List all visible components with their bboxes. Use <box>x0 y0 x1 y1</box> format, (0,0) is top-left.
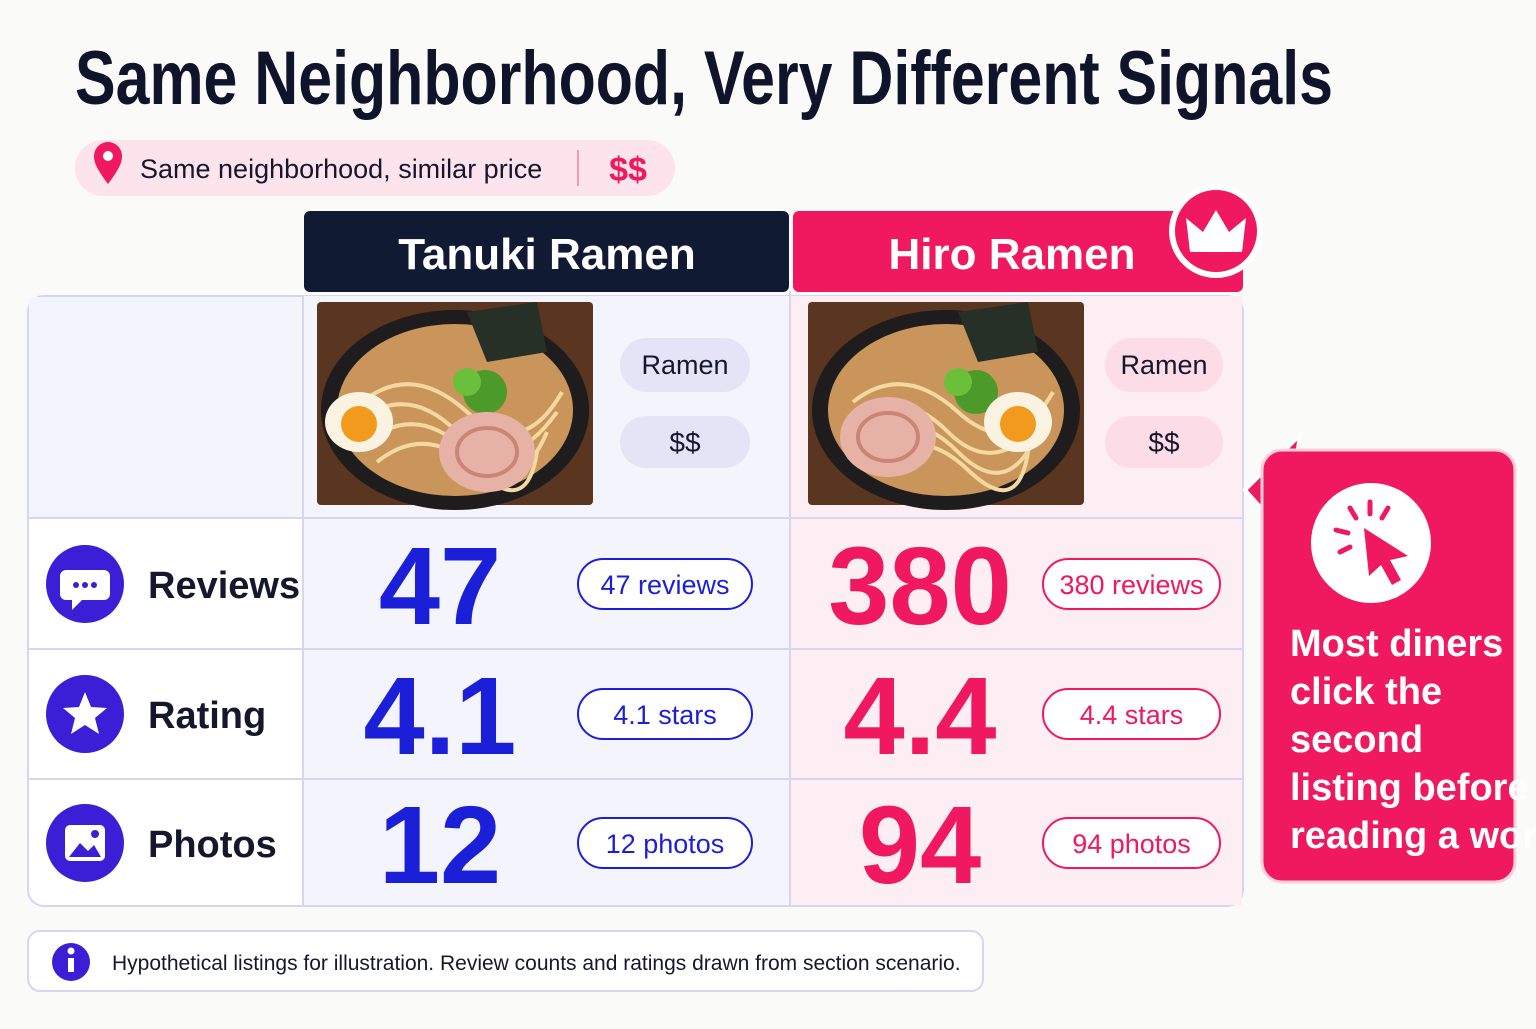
metric-pill <box>1042 558 1221 610</box>
tag <box>1105 416 1223 468</box>
footnote: Hypothetical listings for illustration. … <box>112 952 961 975</box>
header-tab <box>304 211 789 292</box>
tag-text: Ramen <box>641 350 728 380</box>
tag <box>1105 338 1223 392</box>
context-price: $$ <box>609 151 647 189</box>
metric-value: 380 <box>828 525 1012 648</box>
food-photo <box>806 300 1086 512</box>
cursor-glyph <box>1364 528 1408 585</box>
metric-value: 94 <box>859 784 981 907</box>
metric-pill <box>577 817 753 869</box>
metric-pill-text: 47 reviews <box>600 570 729 600</box>
corner-cell <box>29 297 303 518</box>
metric-pill-text: 94 photos <box>1072 829 1191 859</box>
callout-text: Most diners <box>1290 623 1503 665</box>
context-text: Same neighborhood, similar price <box>140 154 542 184</box>
callout-text: listing before <box>1290 767 1529 809</box>
chat-glyph <box>60 570 110 610</box>
row-label: Rating <box>148 695 266 737</box>
row-label: Reviews <box>148 565 300 607</box>
context-pill <box>75 140 675 196</box>
row-label: Photos <box>148 824 277 866</box>
metric-value: 12 <box>379 784 501 907</box>
metric-pill-text: 12 photos <box>606 829 725 859</box>
listing-name: Tanuki Ramen <box>398 230 695 279</box>
tag-text: Ramen <box>1120 350 1207 380</box>
callout-text: second <box>1290 719 1423 761</box>
tag <box>620 338 750 392</box>
food-photo <box>315 300 595 512</box>
pin-icon <box>94 142 122 184</box>
title: Same Neighborhood, Very Different Signal… <box>75 36 1333 121</box>
crown-icon <box>1186 210 1246 252</box>
pin-dot <box>103 151 113 161</box>
header-tab <box>793 211 1243 292</box>
tag-text: $$ <box>669 427 701 458</box>
callout-text: click the <box>1290 671 1442 713</box>
metric-value: 4.4 <box>844 655 997 778</box>
listing-name: Hiro Ramen <box>889 230 1136 279</box>
metric-pill-text: 4.4 stars <box>1080 700 1184 730</box>
footnote-box <box>27 930 984 992</box>
metric-pill-text: 380 reviews <box>1059 570 1203 600</box>
metric-pill <box>1042 817 1221 869</box>
metric-pill <box>577 688 753 740</box>
callout-text: reading a word <box>1290 815 1536 857</box>
metric-pill <box>577 558 753 610</box>
metric-value: 4.1 <box>364 655 517 778</box>
tag <box>620 416 750 468</box>
metric-pill <box>1042 688 1221 740</box>
metric-value: 47 <box>379 525 501 648</box>
star-glyph <box>63 692 107 734</box>
tag-text: $$ <box>1148 427 1180 458</box>
metric-pill-text: 4.1 stars <box>613 700 717 730</box>
